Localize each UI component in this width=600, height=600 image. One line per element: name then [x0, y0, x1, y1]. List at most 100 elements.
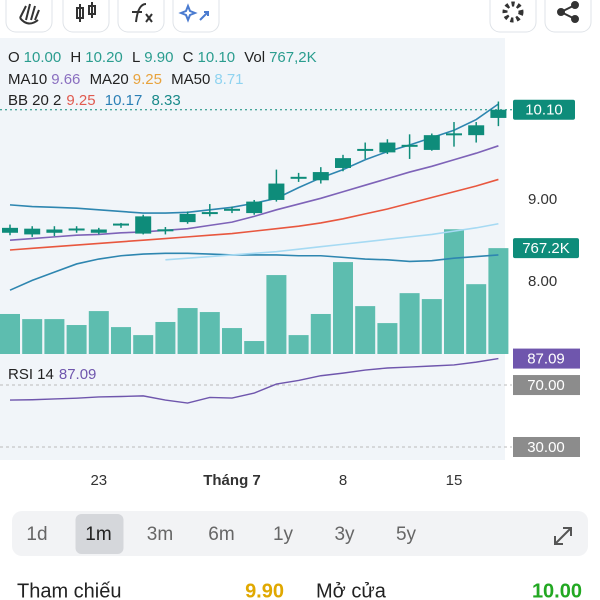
ohlc-legend: O 10.00 H 10.20 L 9.90 C 10.10 Vol 767,2K [8, 49, 317, 66]
rsi-line [9, 357, 499, 404]
badge-box [513, 99, 575, 120]
legend-label: C [183, 49, 194, 66]
volume-bar [22, 319, 43, 354]
quote-value: 10.00 [532, 580, 582, 600]
candle-body [2, 227, 18, 233]
candle-body [46, 229, 63, 233]
chart-background [0, 38, 505, 460]
volume-bar [133, 335, 154, 354]
gesture-button[interactable] [5, 0, 53, 33]
ma-legend: MA10 9.66 MA20 9.25 MA50 8.71 [8, 71, 244, 88]
volume-bar [88, 311, 109, 354]
candle-body [113, 223, 129, 226]
indicator-button[interactable] [117, 0, 165, 33]
candle-icon [76, 2, 96, 22]
x-tick-label: 8 [339, 472, 347, 489]
legend-label: RSI 14 [8, 366, 54, 383]
sparkle-icon [178, 3, 209, 23]
volume-bar [355, 306, 376, 354]
candle-body [357, 148, 374, 151]
volume-bar [421, 299, 442, 354]
y-tick-label: 9.00 [528, 191, 557, 208]
candle-body [246, 201, 263, 214]
toolbar-icons [19, 1, 579, 25]
ma-line [9, 178, 499, 251]
badge-box [513, 375, 580, 396]
hand-icon [19, 3, 40, 25]
settings-button[interactable] [489, 0, 537, 33]
candle-body [90, 229, 107, 233]
ma-line [9, 145, 499, 241]
candle-body [446, 133, 462, 136]
ai-button[interactable] [172, 0, 220, 33]
legend-value: 9.25 [66, 92, 95, 109]
legend-label: L [132, 49, 140, 66]
candle-body [135, 216, 152, 234]
quote-label: Mở cửa [316, 580, 387, 600]
candle-body [290, 176, 307, 179]
volume-bar [155, 321, 176, 354]
legend-label: Vol [244, 49, 265, 66]
volume-bar [111, 327, 131, 354]
range-option[interactable]: 5y [396, 524, 417, 545]
x-tick-label: Tháng 7 [203, 472, 261, 489]
candle-body [68, 228, 85, 231]
volume-bar [0, 313, 20, 354]
bb-lower-line [9, 252, 499, 291]
volume-bar [444, 229, 464, 354]
candle-body [268, 183, 285, 200]
legend-label: H [70, 49, 81, 66]
badge-label: 30.00 [527, 439, 565, 456]
axis-badge: 70.00 [513, 375, 580, 396]
badge-box [513, 436, 580, 457]
quote-label: Tham chiếu [17, 580, 122, 600]
volume-bar [266, 275, 287, 354]
range-option[interactable]: 1d [26, 524, 47, 545]
volume-bar [44, 319, 65, 354]
range-option[interactable]: 3y [334, 524, 355, 545]
rsi-legend: RSI 14 87.09 [8, 366, 96, 383]
legend-value: 10.00 [24, 49, 62, 66]
candle-body [201, 212, 218, 215]
x-tick-label: 15 [446, 472, 463, 489]
toolbar [5, 0, 592, 33]
volume-bar [377, 323, 398, 354]
badge-label: 10.10 [525, 102, 563, 119]
legend-value: 10.20 [85, 49, 123, 66]
candle-body [24, 228, 41, 235]
volume-bar [244, 341, 265, 354]
legend-value: 87.09 [59, 366, 97, 383]
volume-bar [399, 293, 420, 354]
range-option[interactable]: 3m [147, 524, 173, 545]
range-option[interactable]: 1m [85, 524, 111, 545]
badge-label: 87.09 [527, 351, 565, 368]
legend-value: 767,2K [269, 49, 317, 66]
legend-label: MA20 [90, 71, 129, 88]
axis-badge: 87.09 [513, 348, 580, 369]
axis-badge: 30.00 [513, 436, 580, 457]
legend: O 10.00 H 10.20 L 9.90 C 10.10 Vol 767,2K MA1… [8, 49, 317, 383]
candle-body [468, 125, 485, 136]
x-tick-label: 23 [90, 472, 107, 489]
legend-value: 8.71 [214, 71, 243, 88]
range-option[interactable]: 1y [273, 524, 294, 545]
volume-bar [177, 308, 198, 354]
candle-type-button[interactable] [62, 0, 110, 33]
badge-label: 70.00 [527, 377, 565, 394]
range-bar [12, 511, 588, 556]
legend-value: 10.17 [105, 92, 143, 109]
expand-icon[interactable] [554, 527, 572, 545]
legend-value: 9.90 [144, 49, 173, 66]
legend-label: BB 20 2 [8, 92, 61, 109]
volume-bar [222, 328, 242, 354]
quote-value: 9.90 [245, 580, 284, 600]
fx-icon [132, 3, 153, 23]
range-option[interactable]: 6m [208, 524, 234, 545]
volume-bar [488, 248, 509, 354]
volume-bar [333, 262, 353, 354]
ma-line [165, 222, 499, 261]
share-dot [571, 15, 579, 23]
badge-box [513, 348, 580, 369]
